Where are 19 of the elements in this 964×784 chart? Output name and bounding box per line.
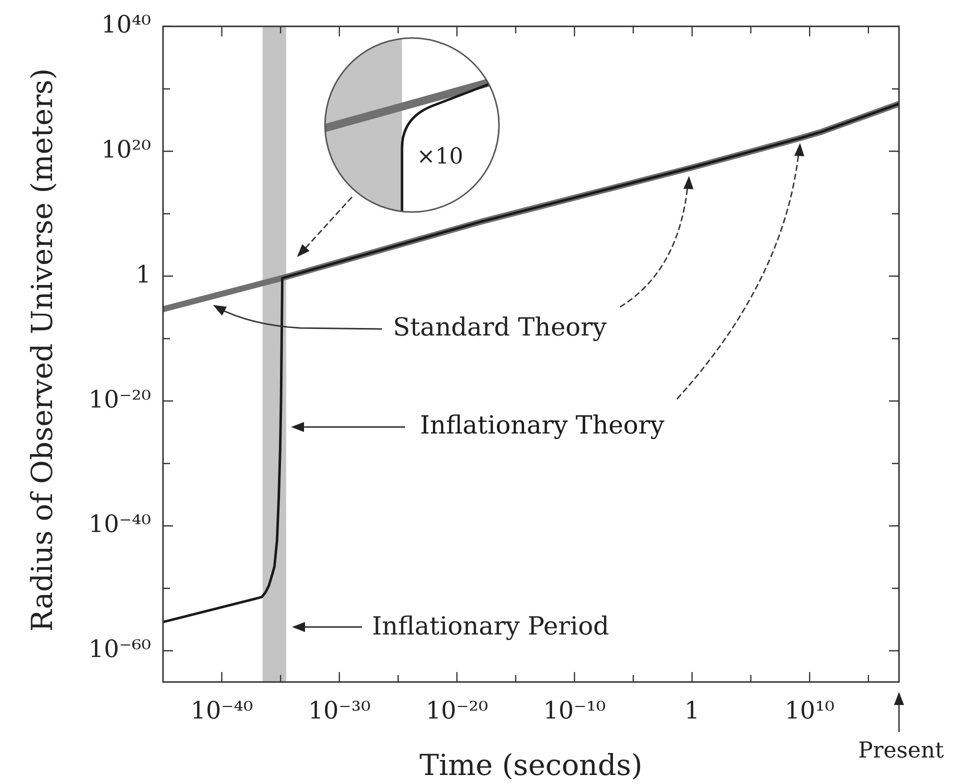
x-tick-label: 10⁻⁴⁰ — [190, 696, 254, 725]
x-tick-label: 10¹⁰ — [784, 696, 835, 725]
y-tick-label: 1 — [136, 260, 151, 288]
y-tick-label: 10⁻⁴⁰ — [88, 510, 151, 538]
text: Standard Theory — [393, 312, 607, 342]
x-tick-label: 10⁻¹⁰ — [543, 696, 606, 725]
y-tick-label: 10⁻⁶⁰ — [88, 635, 151, 664]
x-tick-label: 10⁻³⁰ — [308, 696, 371, 725]
x-tick-label: 1 — [684, 696, 700, 725]
y-axis-title: Radius of Observed Universe (meters) — [25, 68, 59, 632]
x-tick-label: 10⁻²⁰ — [426, 696, 488, 725]
y-tick-label: 10⁻²⁰ — [88, 385, 151, 414]
y-tick-label: 10⁴⁰ — [101, 10, 151, 39]
y-tick-label: 10²⁰ — [101, 136, 151, 164]
x-axis-title: Time (seconds) — [420, 748, 642, 782]
band-label: Inflationary Period — [372, 612, 610, 640]
text: Present — [858, 738, 944, 764]
text: Inflationary Theory — [420, 410, 664, 440]
annotation: ×10 — [416, 144, 464, 170]
